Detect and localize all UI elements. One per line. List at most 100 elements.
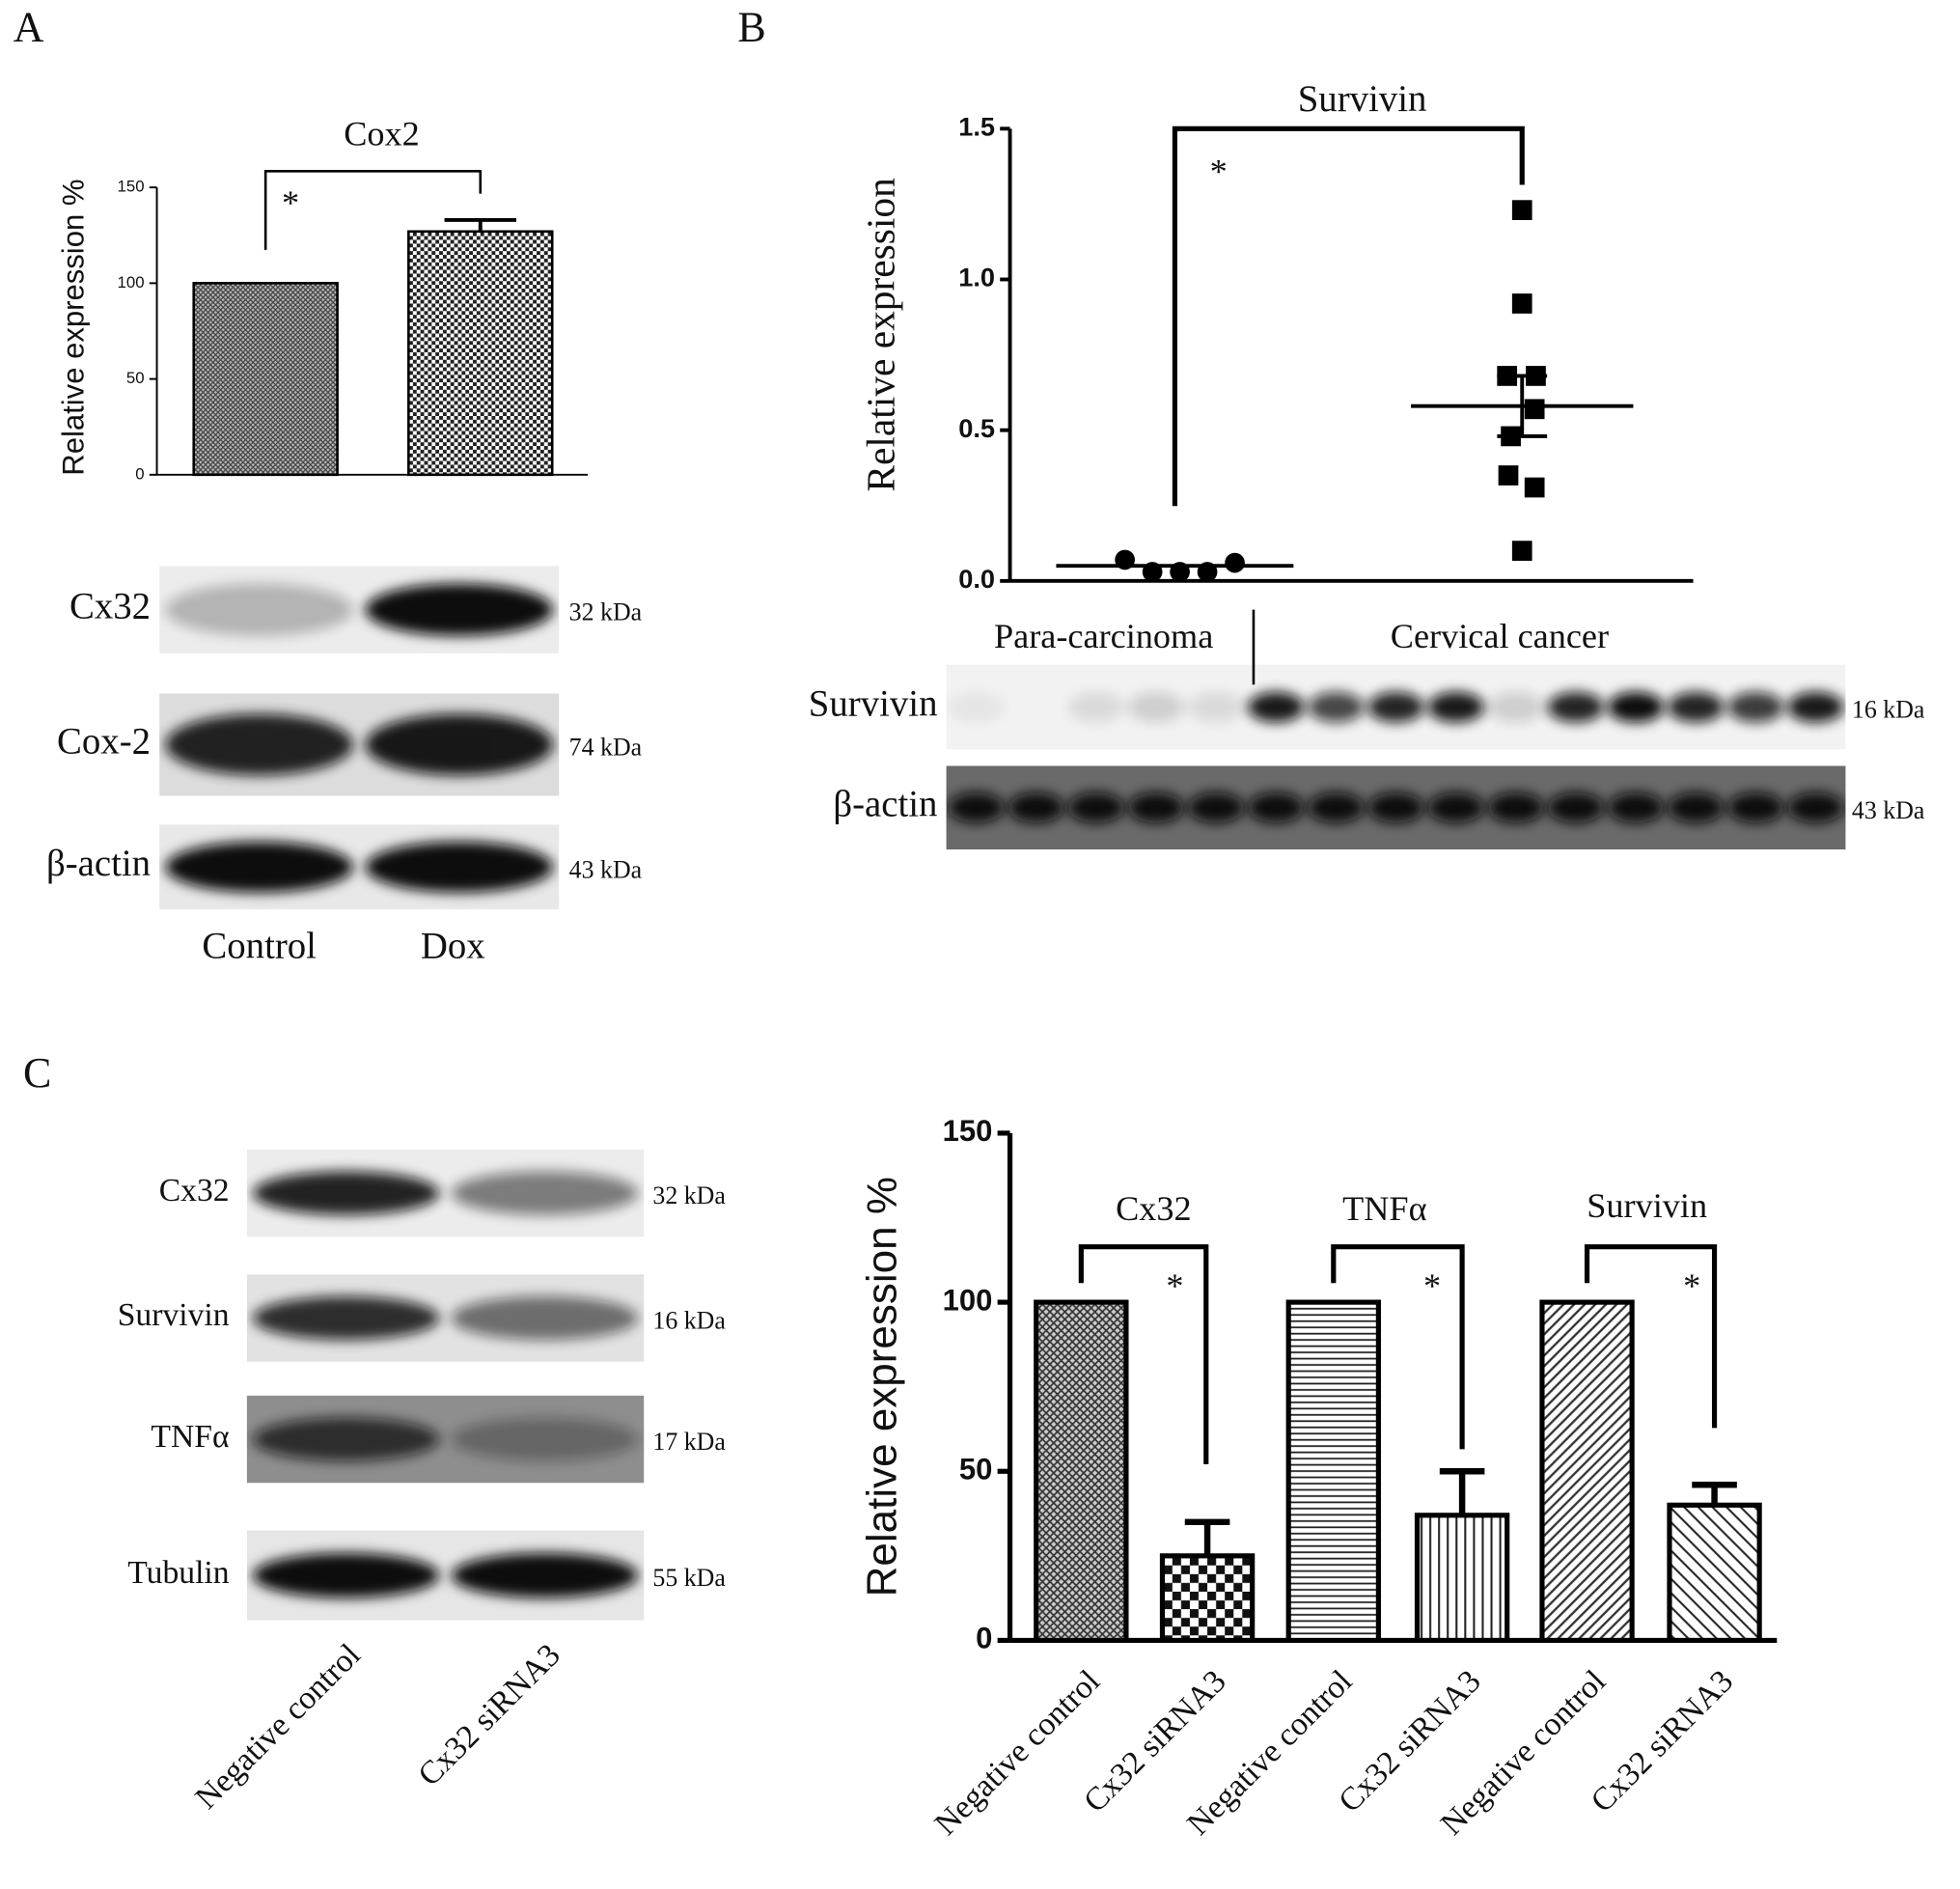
blot-band xyxy=(1067,691,1125,723)
point xyxy=(1524,477,1545,498)
blot-band xyxy=(1667,792,1725,823)
blot-band xyxy=(1547,691,1605,723)
y-tick-label: 0 xyxy=(976,1622,992,1655)
blot-band xyxy=(1367,691,1424,723)
molecular-weight: 16 kDa xyxy=(1852,696,1925,724)
blot-band xyxy=(1427,691,1484,723)
blot-label: Survivin xyxy=(118,1297,230,1333)
blot-label: β-actin xyxy=(833,784,937,825)
molecular-weight: 43 kDa xyxy=(1852,796,1925,824)
blot xyxy=(159,693,560,796)
bar xyxy=(1414,1513,1510,1644)
blot xyxy=(246,1149,645,1237)
x-tick-label: Negative control xyxy=(928,1663,1107,1842)
blot-band xyxy=(1787,792,1844,823)
blot xyxy=(946,765,1846,850)
significance-bracket xyxy=(1331,1244,1465,1450)
blot-band xyxy=(252,1295,440,1341)
blot-band xyxy=(252,1552,440,1598)
molecular-weight: 74 kDa xyxy=(569,734,643,762)
blot-band xyxy=(1487,792,1544,823)
molecular-weight: 55 kDa xyxy=(652,1564,726,1592)
y-tick-label: 50 xyxy=(959,1452,993,1486)
blot-label: β-actin xyxy=(46,843,151,884)
significance-star: * xyxy=(282,183,299,222)
lane-label: Cx32 siRNA3 xyxy=(411,1637,567,1793)
blot-label: Tubulin xyxy=(127,1555,230,1591)
blot-label: Survivin xyxy=(809,682,938,724)
blot-band xyxy=(1187,691,1245,723)
blot-band xyxy=(1008,792,1064,823)
blot-band xyxy=(365,583,554,636)
point xyxy=(1511,293,1532,314)
blot-label: Cx32 xyxy=(69,586,151,627)
bar xyxy=(1667,1502,1762,1644)
blot-band xyxy=(1187,792,1245,823)
blot-band xyxy=(1487,691,1544,723)
significance-bracket xyxy=(1172,125,1525,507)
lane-label: Control xyxy=(202,926,317,967)
blot-band xyxy=(451,1552,639,1598)
blot-band xyxy=(165,841,354,893)
blot-band xyxy=(1308,691,1365,723)
blot xyxy=(159,566,560,653)
bar xyxy=(192,282,339,477)
blot-band xyxy=(1067,792,1125,823)
bar xyxy=(407,230,554,477)
blot-band xyxy=(1367,792,1424,823)
blot-band xyxy=(1787,691,1844,723)
blot-band xyxy=(252,1171,440,1215)
blot-band xyxy=(165,713,354,776)
blot-band xyxy=(451,1417,639,1461)
panel-label: C xyxy=(23,1049,51,1097)
point xyxy=(1498,465,1519,486)
point xyxy=(1225,552,1245,573)
chart-title: Survivin xyxy=(1298,78,1427,120)
y-tick-label: 150 xyxy=(943,1114,993,1148)
group-label: Para-carcinoma xyxy=(994,617,1213,655)
blot xyxy=(246,1274,645,1362)
blot-band xyxy=(1547,792,1605,823)
point xyxy=(1511,200,1532,221)
blot-band xyxy=(1248,792,1305,823)
y-tick-label: 0.5 xyxy=(958,413,995,443)
blot-band xyxy=(1667,691,1725,723)
sem-bar xyxy=(1497,374,1548,438)
blot-band xyxy=(1127,691,1185,723)
error-bar xyxy=(1439,1468,1485,1515)
blot-band xyxy=(451,1171,639,1215)
blot-label: TNFα xyxy=(151,1419,229,1455)
significance-bracket xyxy=(263,170,483,250)
error-bar xyxy=(444,217,516,232)
molecular-weight: 16 kDa xyxy=(652,1307,726,1335)
blot xyxy=(159,824,560,910)
y-tick-label: 100 xyxy=(118,273,145,292)
molecular-weight: 43 kDa xyxy=(569,855,643,883)
significance-star: * xyxy=(1210,153,1228,191)
blot-band xyxy=(1607,691,1665,723)
blot-band xyxy=(365,713,554,776)
chart-title: Cox2 xyxy=(344,115,420,153)
y-tick-label: 1.0 xyxy=(958,263,995,292)
point xyxy=(1524,399,1545,420)
blot-band xyxy=(1308,792,1365,823)
y-tick-label: 1.5 xyxy=(958,112,995,142)
error-bar xyxy=(1184,1518,1230,1556)
blot xyxy=(946,664,1846,750)
group-label: Survivin xyxy=(1587,1186,1707,1225)
blot-band xyxy=(252,1417,440,1461)
group-label: TNFα xyxy=(1342,1189,1426,1228)
bar xyxy=(1539,1299,1635,1644)
y-tick-label: 50 xyxy=(126,369,145,387)
blot-band xyxy=(1127,792,1185,823)
blot-band xyxy=(1607,792,1665,823)
y-tick-label: 100 xyxy=(943,1283,993,1317)
y-axis-label: Relative expression % xyxy=(859,1177,906,1597)
blot-band xyxy=(451,1295,639,1341)
point xyxy=(1511,541,1532,561)
blot xyxy=(246,1530,645,1621)
blot-band xyxy=(1727,691,1784,723)
error-bar xyxy=(1692,1482,1737,1506)
y-axis-label: Relative expression xyxy=(859,178,903,492)
blot-band xyxy=(948,792,1005,823)
